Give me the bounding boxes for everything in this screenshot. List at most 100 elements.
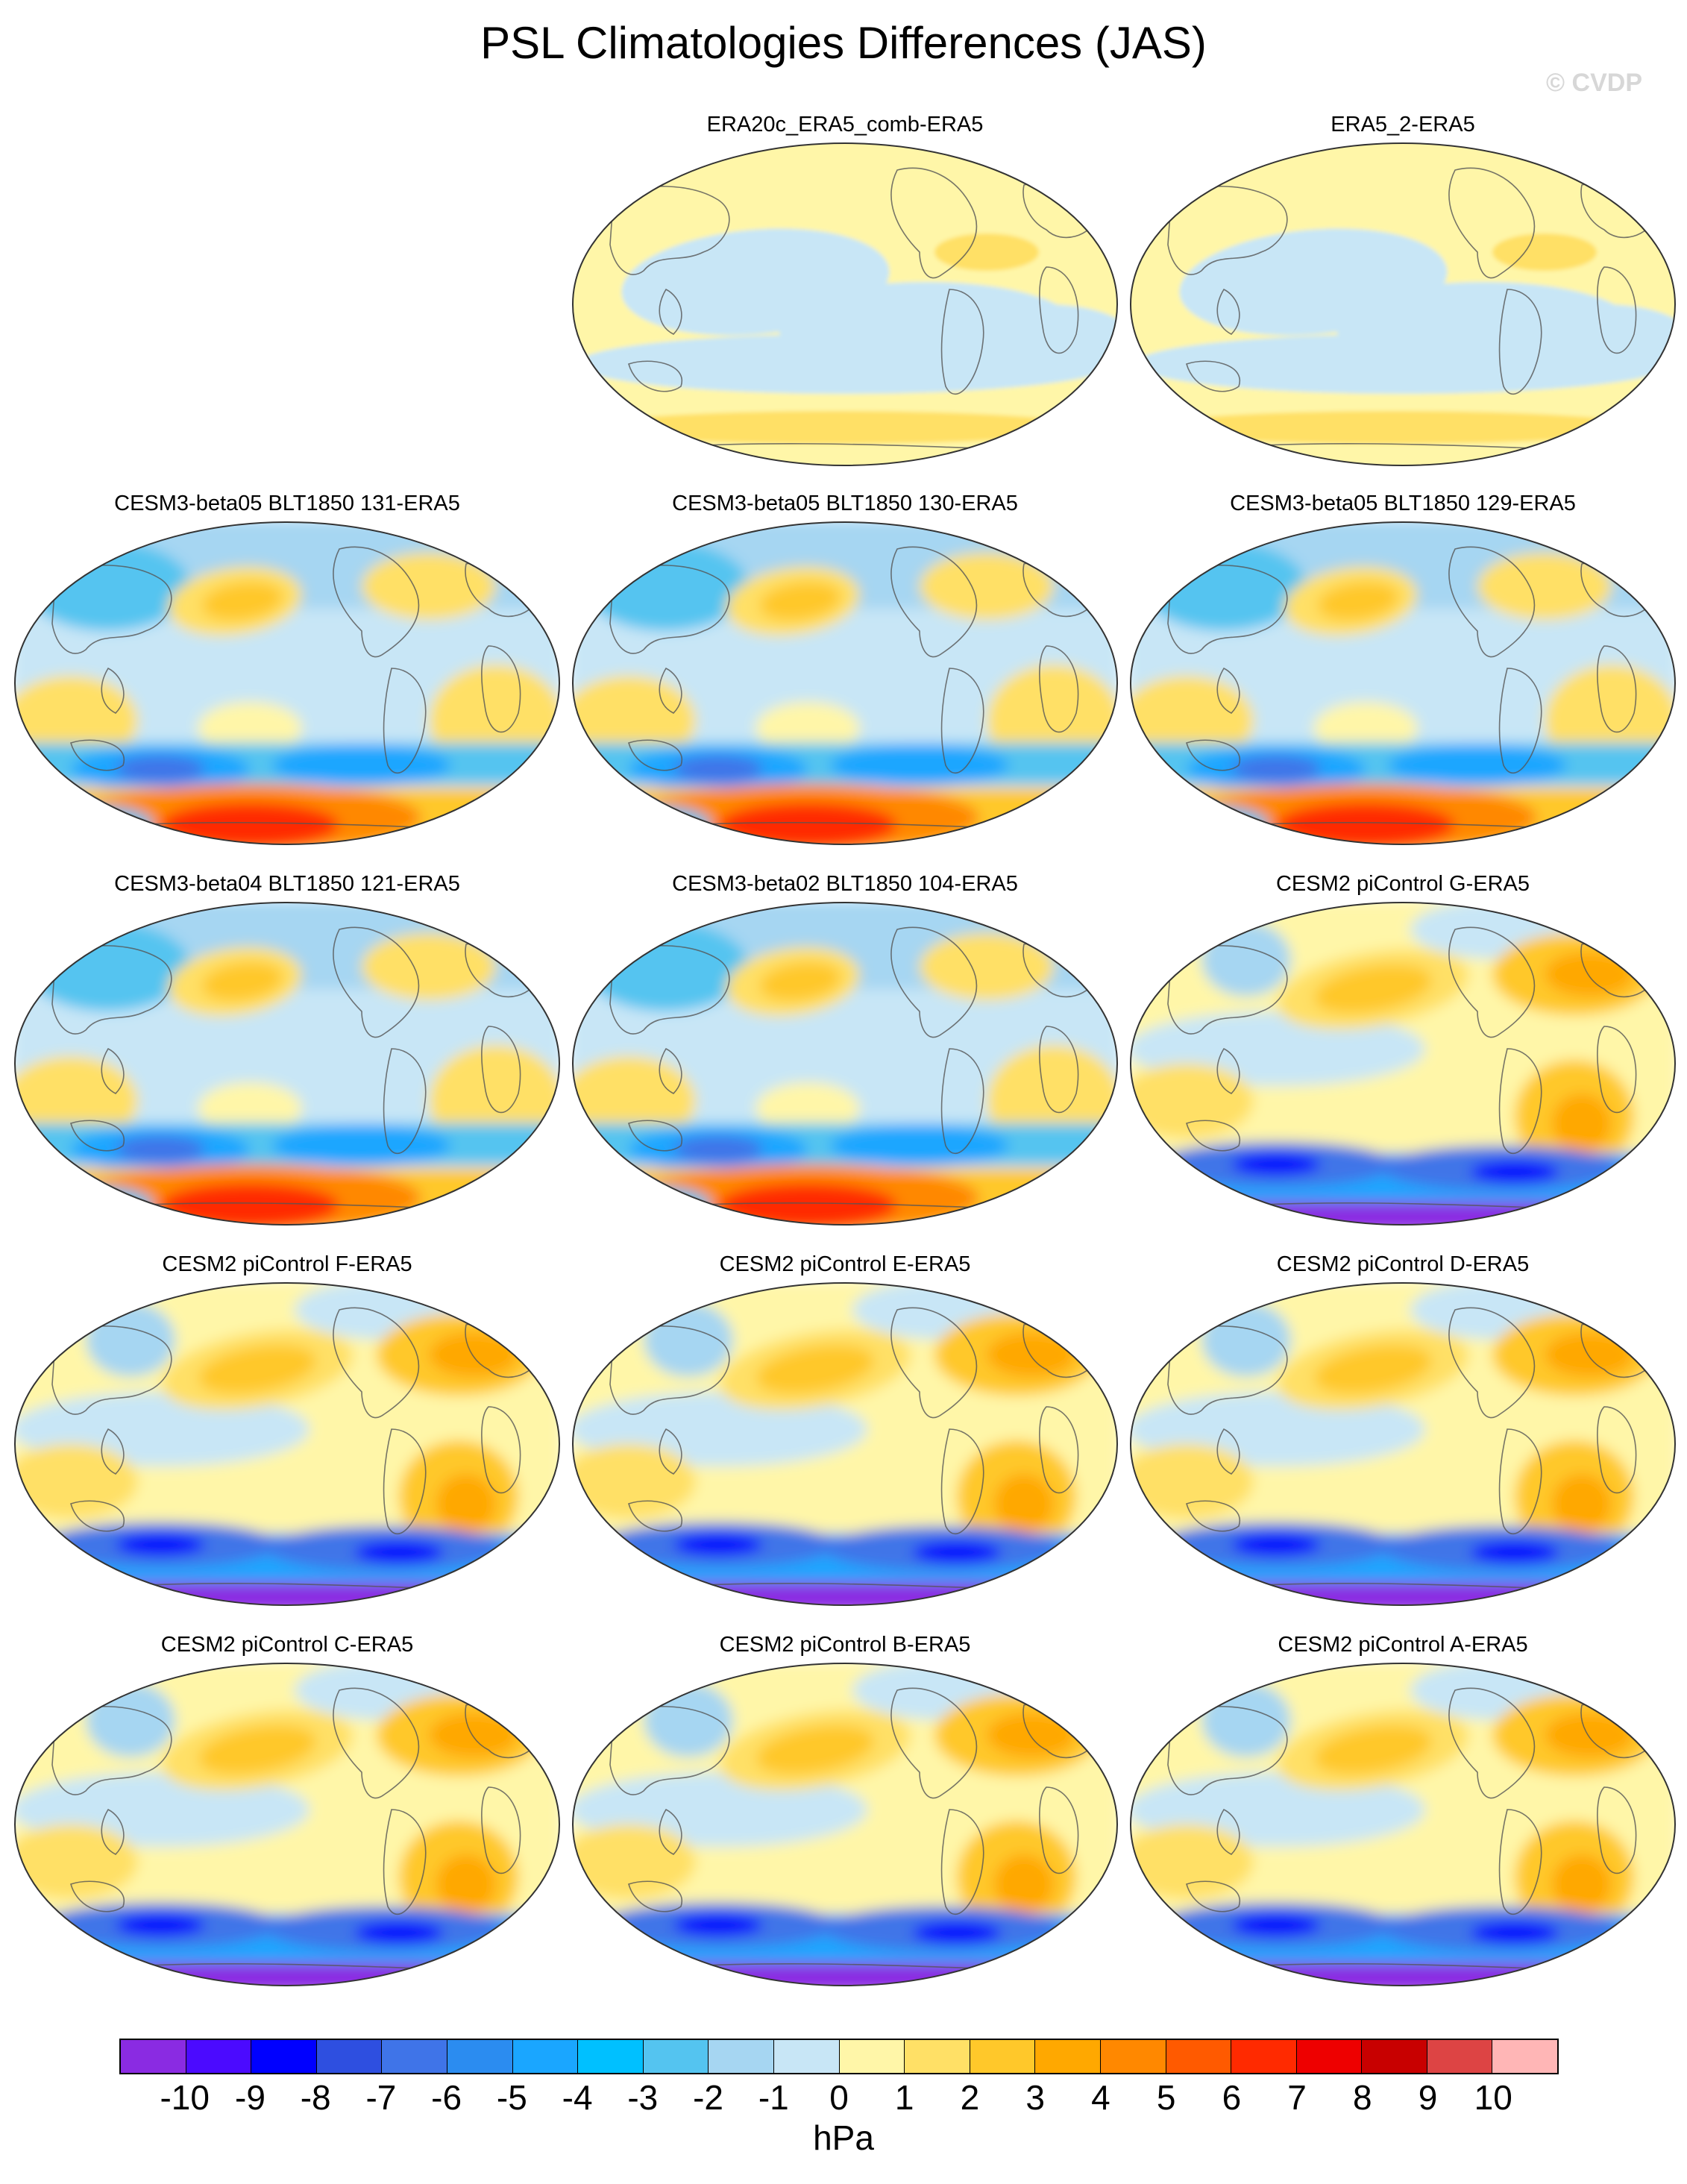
negative-anomaly — [584, 922, 748, 1011]
coastline — [1216, 667, 1240, 714]
positive-anomaly — [362, 553, 496, 620]
map-boundary — [14, 902, 560, 1226]
coastline — [628, 1500, 683, 1532]
coastline — [1498, 1048, 1542, 1155]
positive-anomaly — [201, 582, 283, 621]
positive-anomaly — [718, 803, 897, 844]
coastline — [51, 1706, 172, 1795]
panel-title: ERA20c_ERA5_comb-ERA5 — [706, 113, 984, 136]
map-boundary — [14, 521, 560, 845]
positive-anomaly — [591, 411, 1084, 444]
coastline — [1448, 167, 1536, 279]
map-boundary — [572, 1282, 1118, 1606]
colorbar-swatch — [382, 2040, 447, 2073]
panel-title: CESM3-beta02 BLT1850 104-ERA5 — [672, 872, 1018, 896]
map-panel: CESM2 piControl A-ERA5 — [1127, 1631, 1679, 1989]
coastline — [940, 289, 984, 395]
negative-anomaly — [673, 1914, 763, 1936]
negative-anomaly — [26, 922, 190, 1011]
negative-anomaly — [644, 1683, 733, 1757]
map-boundary — [1130, 1663, 1676, 1986]
colorbar-swatch — [839, 2040, 905, 2073]
coastline — [1039, 266, 1079, 354]
coastline — [1597, 266, 1637, 354]
map-boundary — [572, 521, 1118, 845]
panel-title: CESM2 piControl B-ERA5 — [719, 1633, 971, 1657]
coastline — [1597, 1026, 1637, 1114]
negative-anomaly — [1201, 922, 1291, 997]
negative-anomaly — [86, 1683, 175, 1757]
colorbar-swatch — [1231, 2040, 1297, 2073]
map-panel: CESM2 piControl F-ERA5 — [11, 1250, 563, 1608]
positive-anomaly — [755, 1082, 860, 1135]
negative-anomaly — [354, 1921, 444, 1944]
positive-anomaly — [198, 702, 302, 754]
coastline — [70, 1880, 125, 1912]
antarctic-band — [1131, 1582, 1675, 1605]
colorbar-tick-label: -4 — [562, 2078, 593, 2117]
colorbar-swatch — [251, 2040, 317, 2073]
negative-anomaly — [116, 1914, 205, 1936]
antarctic-band — [15, 1582, 559, 1605]
map-boundary — [1130, 1282, 1676, 1606]
positive-anomaly — [198, 1082, 302, 1135]
positive-anomaly — [994, 1474, 1054, 1534]
coastline — [1039, 645, 1079, 733]
map-panel: CESM2 piControl G-ERA5 — [1127, 870, 1679, 1228]
positive-anomaly — [160, 803, 339, 844]
coastline — [481, 1026, 521, 1114]
coastline — [70, 1120, 125, 1152]
positive-anomaly — [1545, 952, 1634, 997]
colorbar — [119, 2039, 1559, 2074]
coastline — [1498, 1809, 1542, 1915]
coastline — [659, 667, 682, 714]
coastline — [1039, 1406, 1079, 1494]
colorbar-tick-label: 2 — [960, 2078, 980, 2117]
panel-title: CESM3-beta04 BLT1850 121-ERA5 — [114, 872, 460, 896]
coastline — [101, 1808, 125, 1855]
colorbar-labels: -10 -9 -8 -7 -6 -5 -4 -3 -2 -1 0 1 2 3 4 5 6 7 8 9 10 — [119, 2077, 1559, 2121]
positive-anomaly — [756, 1725, 874, 1775]
negative-anomaly — [116, 1534, 205, 1556]
positive-anomaly — [436, 1854, 496, 1914]
positive-anomaly — [1314, 964, 1432, 1014]
positive-anomaly — [362, 933, 496, 1000]
negative-anomaly — [1231, 1914, 1321, 1936]
positive-anomaly — [1492, 233, 1597, 271]
panel-title: CESM3-beta05 BLT1850 131-ERA5 — [114, 492, 460, 515]
world-map — [1130, 1663, 1676, 1986]
world-map — [1130, 902, 1676, 1226]
coastline — [481, 1406, 521, 1494]
map-boundary — [14, 1663, 560, 1986]
negative-anomaly — [1470, 1541, 1559, 1563]
coastline — [1448, 1307, 1536, 1419]
coastline — [70, 1500, 125, 1532]
map-panel: CESM2 piControl B-ERA5 — [569, 1631, 1121, 1989]
coastline — [1216, 1808, 1240, 1855]
positive-anomaly — [759, 582, 841, 621]
colorbar-swatch — [121, 2040, 186, 2073]
positive-anomaly — [436, 1474, 496, 1534]
negative-anomaly — [912, 1921, 1002, 1944]
coastline — [70, 739, 125, 771]
coastline — [1216, 1428, 1240, 1475]
map-panel: CESM2 piControl D-ERA5 — [1127, 1250, 1679, 1608]
colorbar-tick-label: 5 — [1156, 2078, 1176, 2117]
positive-anomaly — [920, 553, 1054, 620]
colorbar-swatch — [1362, 2040, 1427, 2073]
negative-anomaly — [1470, 1161, 1559, 1183]
negative-anomaly — [1201, 1683, 1291, 1757]
negative-anomaly — [86, 1302, 175, 1377]
coastline — [609, 565, 730, 654]
coastline — [659, 1808, 682, 1855]
colorbar-tick-label: -8 — [300, 2078, 331, 2117]
coastline — [1448, 926, 1536, 1038]
colorbar-swatch — [1427, 2040, 1493, 2073]
colorbar-tick-label: 4 — [1091, 2078, 1110, 2117]
coastline — [628, 1120, 683, 1152]
coastline — [890, 167, 978, 279]
map-panel: CESM3-beta05 BLT1850 131-ERA5 — [11, 489, 563, 847]
coastline — [1498, 289, 1542, 395]
coastline — [628, 1880, 683, 1912]
negative-anomaly — [26, 542, 190, 631]
